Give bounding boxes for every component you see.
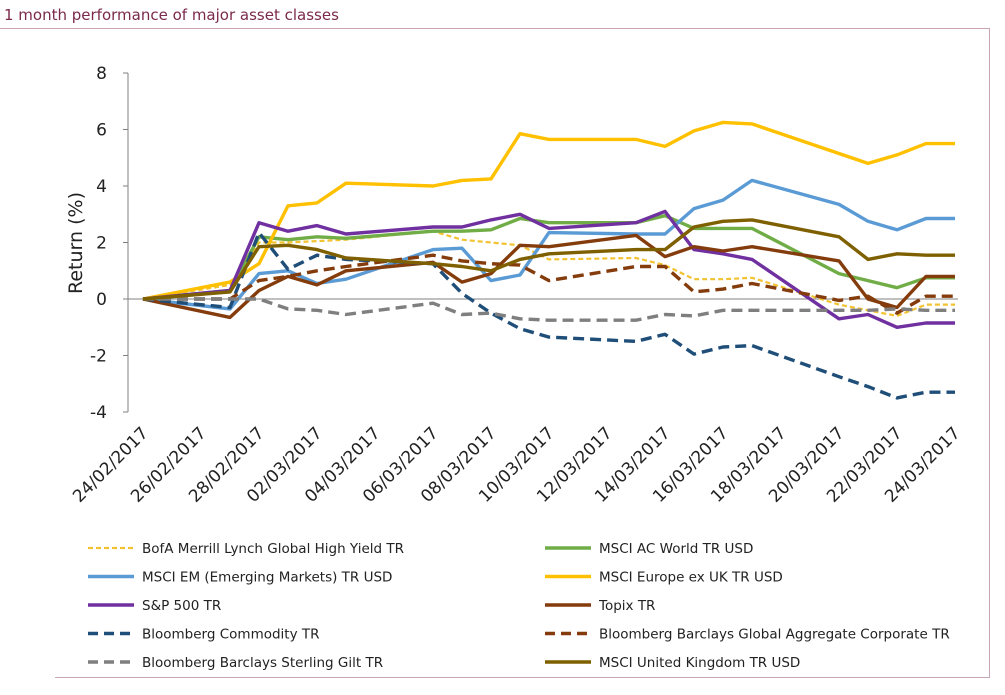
- series-line-1: [142, 213, 955, 301]
- legend-label-4: S&P 500 TR: [142, 598, 221, 614]
- series-line-4: [142, 209, 955, 329]
- y-tick-label: 2: [96, 234, 107, 254]
- y-tick-label: -2: [90, 347, 107, 367]
- series-line-5: [142, 233, 955, 320]
- series-line-3: [142, 120, 955, 301]
- frame-bottom-line: [55, 677, 990, 678]
- series-line-8: [143, 297, 955, 322]
- legend-label-3: MSCI Europe ex UK TR USD: [599, 570, 783, 586]
- legend-label-2: MSCI EM (Emerging Markets) TR USD: [142, 570, 392, 586]
- legend-label-9: MSCI United Kingdom TR USD: [599, 655, 800, 671]
- y-axis-label-group: Return (%): [65, 192, 87, 294]
- legend-label-1: MSCI AC World TR USD: [599, 541, 753, 557]
- frame-top-line: [0, 28, 990, 29]
- y-tick-label: -4: [90, 403, 107, 423]
- plot-area: [142, 120, 955, 400]
- y-tick-label: 6: [96, 121, 107, 141]
- legend: BofA Merrill Lynch Global High Yield TR M…: [88, 541, 950, 671]
- legend-label-0: BofA Merrill Lynch Global High Yield TR: [142, 541, 404, 557]
- legend-label-6: Bloomberg Commodity TR: [142, 627, 320, 643]
- frame-right-line: [989, 28, 990, 678]
- series-line-9: [142, 218, 955, 301]
- series-line-2: [142, 178, 955, 311]
- series-line-0: [142, 230, 955, 317]
- chart-axes: -4-20246824/02/201726/02/201728/02/20170…: [69, 64, 964, 507]
- legend-label-8: Bloomberg Barclays Sterling Gilt TR: [142, 655, 383, 671]
- y-axis-label: Return (%): [65, 192, 87, 294]
- y-tick-label: 0: [96, 290, 107, 310]
- legend-label-7: Bloomberg Barclays Global Aggregate Corp…: [599, 627, 950, 643]
- series-line-6: [142, 230, 955, 400]
- legend-label-5: Topix TR: [598, 598, 655, 614]
- y-tick-label: 4: [96, 177, 107, 197]
- y-tick-label: 8: [96, 64, 107, 84]
- series-line-7: [143, 253, 955, 315]
- page-title: 1 month performance of major asset class…: [4, 6, 339, 24]
